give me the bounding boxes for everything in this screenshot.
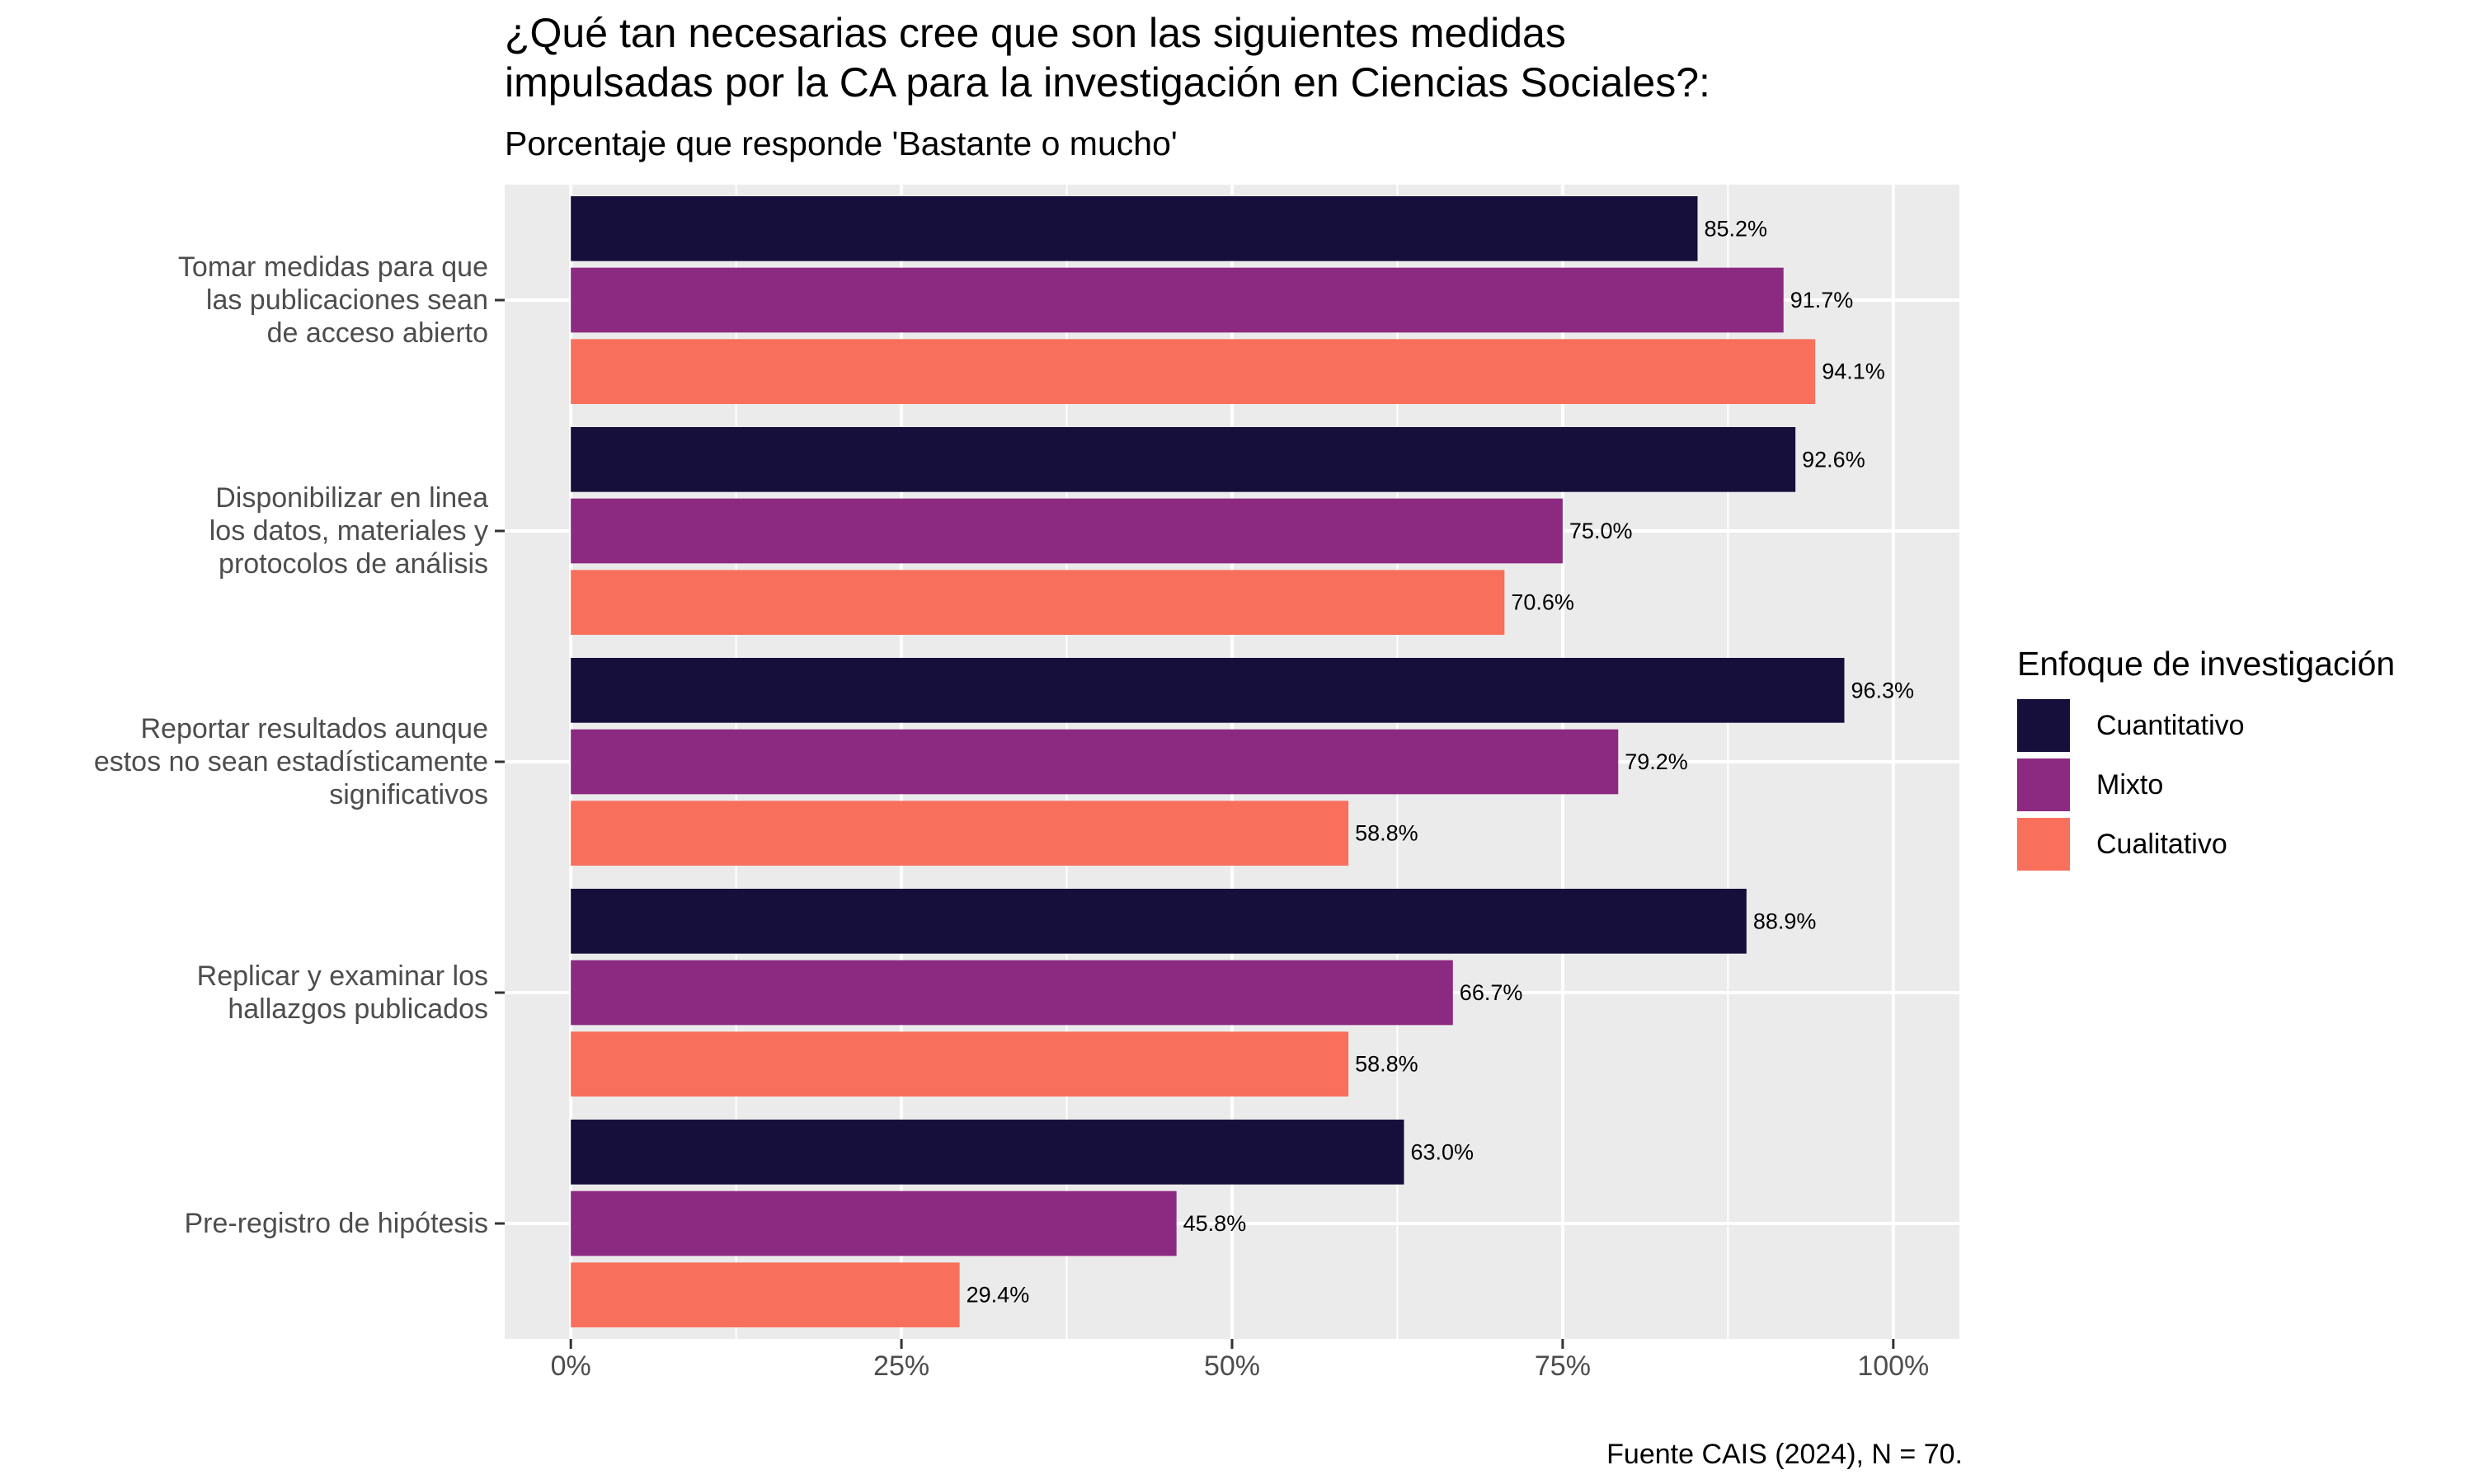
bar-cualitativo xyxy=(571,570,1505,635)
chart-caption: Fuente CAIS (2024), N = 70. xyxy=(1606,1439,1963,1470)
chart-subtitle: Porcentaje que responde 'Bastante o much… xyxy=(505,124,1178,162)
category-label: Replicar y examinar los hallazgos publica… xyxy=(197,960,488,1025)
category-label-line: las publicaciones sean xyxy=(206,284,488,316)
legend-item-cualitativo: Cualitativo xyxy=(2017,815,2395,874)
data-label: 92.6% xyxy=(1802,447,1865,472)
x-tick-label: 25% xyxy=(873,1350,929,1382)
bar-mixto xyxy=(571,1190,1177,1256)
legend-label: Cuantitativo xyxy=(2096,709,2245,741)
category-label-line: de acceso abierto xyxy=(267,317,488,349)
legend-label: Cualitativo xyxy=(2096,828,2227,860)
category-label: Pre-registro de hipótesis xyxy=(184,1208,488,1239)
category-label: Tomar medidas para que las publicaciones … xyxy=(178,251,488,349)
x-axis: 0% 25% 50% 75% 100% xyxy=(551,1339,1929,1382)
category-label-line: protocolos de análisis xyxy=(219,548,488,580)
category-label-line: Disponibilizar en linea xyxy=(215,482,488,514)
category-label: Disponibilizar en linea los datos, materi… xyxy=(209,482,488,580)
category-label-line: estos no sean estadísticamente xyxy=(94,746,488,777)
bar-cualitativo xyxy=(571,1262,960,1327)
bar-cualitativo xyxy=(571,339,1816,404)
data-label: 96.3% xyxy=(1851,678,1914,702)
legend-swatch xyxy=(2017,699,2070,752)
bar-cuantitativo xyxy=(571,427,1796,492)
bar-cuantitativo xyxy=(571,889,1747,954)
bars xyxy=(571,196,1845,1327)
legend-swatch xyxy=(2017,818,2070,871)
category-label-line: Pre-registro de hipótesis xyxy=(184,1208,488,1239)
bar-cuantitativo xyxy=(571,196,1698,261)
category-label-line: Replicar y examinar los xyxy=(197,960,488,992)
legend-title: Enfoque de investigación xyxy=(2017,645,2396,683)
legend-items: Cuantitativo Mixto Cualitativo xyxy=(2017,696,2395,874)
category-label-line: Reportar resultados aunque xyxy=(141,713,489,744)
data-label: 79.2% xyxy=(1625,749,1688,774)
data-label: 94.1% xyxy=(1822,359,1885,384)
legend-item-mixto: Mixto xyxy=(2017,755,2395,815)
legend-swatch xyxy=(2017,758,2070,811)
data-label: 70.6% xyxy=(1511,590,1574,615)
data-label: 85.2% xyxy=(1704,216,1767,241)
data-label: 63.0% xyxy=(1410,1139,1474,1164)
x-tick-label: 100% xyxy=(1857,1350,1929,1382)
data-label: 58.8% xyxy=(1355,1052,1418,1077)
data-label: 88.9% xyxy=(1753,909,1817,933)
bar-cualitativo xyxy=(571,1031,1349,1097)
y-axis: Tomar medidas para que las publicaciones … xyxy=(94,251,505,1239)
chart-title-line-2: impulsadas por la CA para la investigaci… xyxy=(505,59,1710,106)
data-label: 75.0% xyxy=(1569,519,1633,543)
bar-cuantitativo xyxy=(571,1120,1404,1185)
chart-title: ¿Qué tan necesarias cree que son las sig… xyxy=(505,8,2072,107)
category-label: Reportar resultados aunque estos no sean … xyxy=(94,713,488,810)
data-labels: 85.2% 91.7% 94.1% 92.6% 75.0% 70.6% 96.3% 79.2%… xyxy=(967,216,1914,1307)
bar-cualitativo xyxy=(571,801,1349,866)
bar-cuantitativo xyxy=(571,658,1845,723)
legend-item-cuantitativo: Cuantitativo xyxy=(2017,696,2395,755)
data-label: 66.7% xyxy=(1460,980,1523,1005)
bar-mixto xyxy=(571,267,1784,333)
data-label: 29.4% xyxy=(967,1283,1030,1308)
legend-label: Mixto xyxy=(2096,768,2164,801)
category-label-line: Tomar medidas para que xyxy=(178,251,488,283)
category-label-line: hallazgos publicados xyxy=(228,993,488,1025)
data-label: 45.8% xyxy=(1183,1211,1247,1236)
data-label: 58.8% xyxy=(1355,821,1418,846)
data-label: 91.7% xyxy=(1790,288,1854,312)
x-tick-label: 75% xyxy=(1535,1350,1591,1382)
bar-mixto xyxy=(571,960,1453,1026)
legend: Enfoque de investigación Cuantitativo Mix… xyxy=(2017,643,2395,874)
x-tick-label: 50% xyxy=(1204,1350,1260,1382)
bar-mixto xyxy=(571,729,1619,795)
x-tick-label: 0% xyxy=(551,1350,591,1382)
bar-mixto xyxy=(571,498,1563,564)
category-label-line: significativos xyxy=(329,779,488,810)
chart-title-line-1: ¿Qué tan necesarias cree que son las sig… xyxy=(505,10,1566,56)
category-label-line: los datos, materiales y xyxy=(209,515,488,547)
